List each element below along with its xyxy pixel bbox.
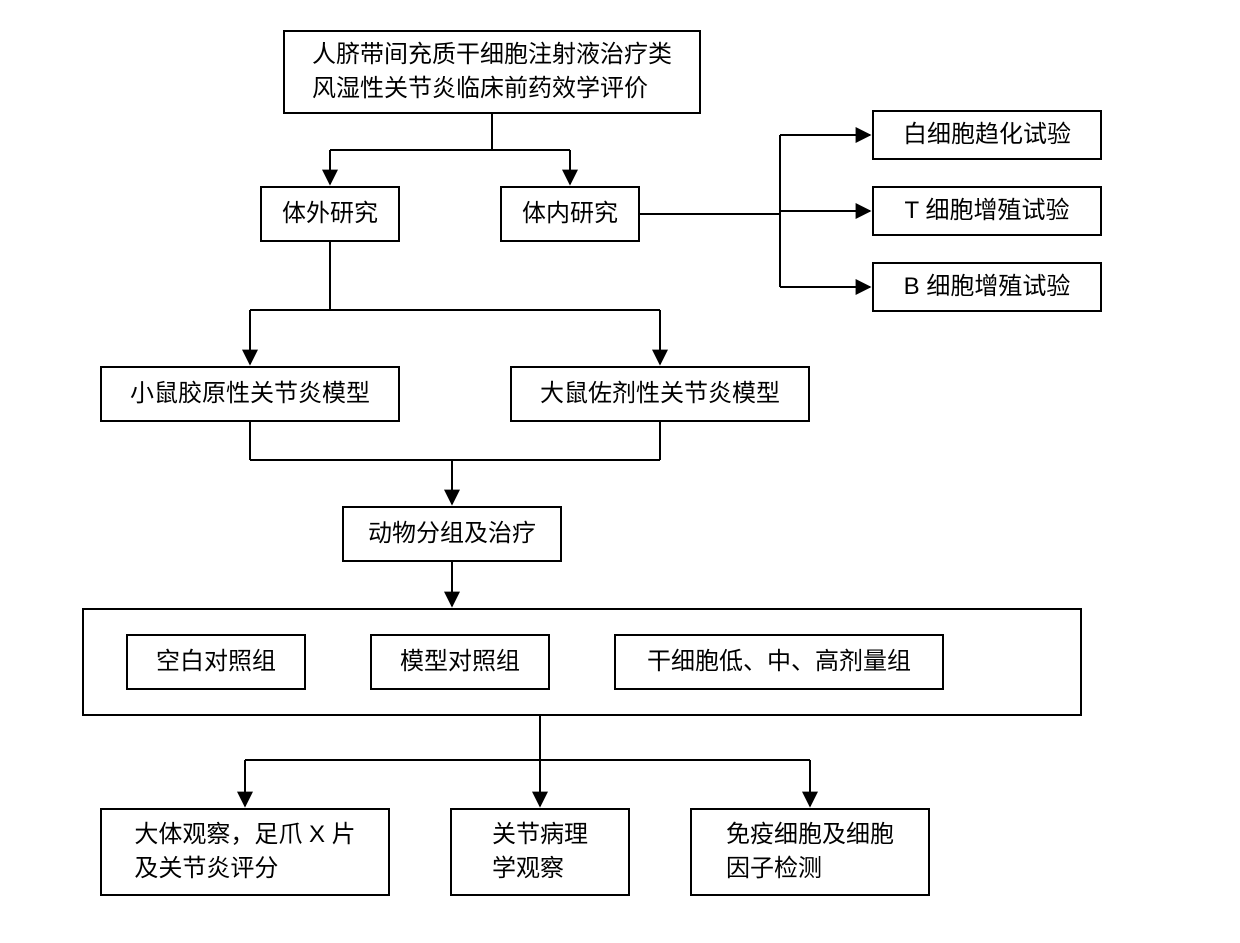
node-grouping: 动物分组及治疗 xyxy=(342,506,562,562)
node-dose-groups: 干细胞低、中、高剂量组 xyxy=(614,634,944,690)
node-obs-immune: 免疫细胞及细胞 因子检测 xyxy=(690,808,930,896)
node-in-vitro: 体外研究 xyxy=(260,186,400,242)
node-rat-model: 大鼠佐剂性关节炎模型 xyxy=(510,366,810,422)
node-blank-ctrl: 空白对照组 xyxy=(126,634,306,690)
node-model-ctrl: 模型对照组 xyxy=(370,634,550,690)
node-t-cell: T 细胞增殖试验 xyxy=(872,186,1102,236)
node-in-vivo: 体内研究 xyxy=(500,186,640,242)
node-mouse-model: 小鼠胶原性关节炎模型 xyxy=(100,366,400,422)
node-leukocyte: 白细胞趋化试验 xyxy=(872,110,1102,160)
node-title: 人脐带间充质干细胞注射液治疗类 风湿性关节炎临床前药效学评价 xyxy=(283,30,701,114)
node-b-cell: B 细胞增殖试验 xyxy=(872,262,1102,312)
node-obs-path: 关节病理 学观察 xyxy=(450,808,630,896)
node-obs-gross: 大体观察，足爪 X 片 及关节炎评分 xyxy=(100,808,390,896)
